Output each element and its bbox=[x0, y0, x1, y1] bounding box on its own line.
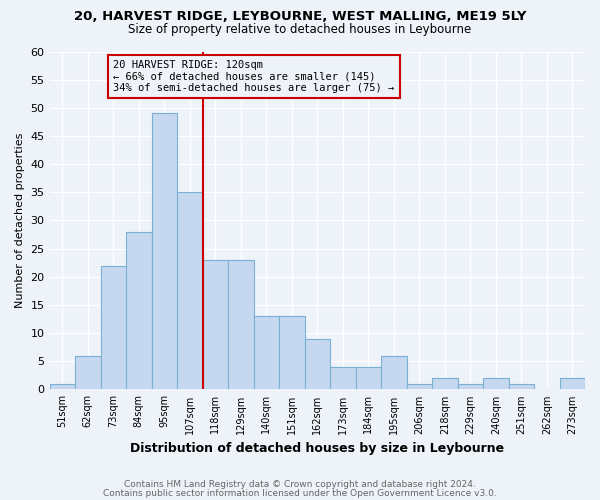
Bar bbox=[177, 192, 203, 390]
Bar bbox=[75, 356, 101, 390]
Bar bbox=[50, 384, 75, 390]
Bar bbox=[126, 232, 152, 390]
Bar bbox=[509, 384, 534, 390]
Bar bbox=[407, 384, 432, 390]
Text: 20, HARVEST RIDGE, LEYBOURNE, WEST MALLING, ME19 5LY: 20, HARVEST RIDGE, LEYBOURNE, WEST MALLI… bbox=[74, 10, 526, 23]
Bar bbox=[228, 260, 254, 390]
X-axis label: Distribution of detached houses by size in Leybourne: Distribution of detached houses by size … bbox=[130, 442, 505, 455]
Bar bbox=[560, 378, 585, 390]
Bar bbox=[254, 316, 279, 390]
Text: Contains public sector information licensed under the Open Government Licence v3: Contains public sector information licen… bbox=[103, 488, 497, 498]
Bar bbox=[279, 316, 305, 390]
Text: 20 HARVEST RIDGE: 120sqm
← 66% of detached houses are smaller (145)
34% of semi-: 20 HARVEST RIDGE: 120sqm ← 66% of detach… bbox=[113, 60, 395, 93]
Text: Contains HM Land Registry data © Crown copyright and database right 2024.: Contains HM Land Registry data © Crown c… bbox=[124, 480, 476, 489]
Bar bbox=[432, 378, 458, 390]
Bar bbox=[458, 384, 483, 390]
Bar bbox=[305, 338, 330, 390]
Bar bbox=[356, 367, 381, 390]
Bar bbox=[483, 378, 509, 390]
Bar bbox=[381, 356, 407, 390]
Bar bbox=[330, 367, 356, 390]
Bar bbox=[203, 260, 228, 390]
Bar bbox=[101, 266, 126, 390]
Text: Size of property relative to detached houses in Leybourne: Size of property relative to detached ho… bbox=[128, 22, 472, 36]
Y-axis label: Number of detached properties: Number of detached properties bbox=[15, 133, 25, 308]
Bar bbox=[152, 114, 177, 390]
